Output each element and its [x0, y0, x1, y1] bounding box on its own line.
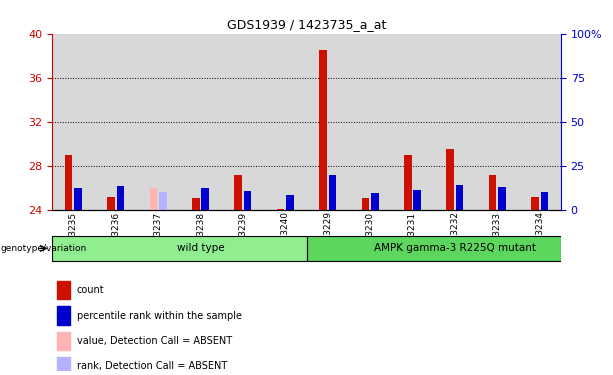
Bar	[52, 34, 94, 210]
Text: AMPK gamma-3 R225Q mutant: AMPK gamma-3 R225Q mutant	[374, 243, 536, 253]
Bar	[57, 332, 70, 350]
Bar	[498, 187, 506, 210]
Bar	[116, 186, 124, 210]
Text: rank, Detection Call = ABSENT: rank, Detection Call = ABSENT	[77, 361, 227, 371]
Bar	[455, 184, 463, 210]
Title: GDS1939 / 1423735_a_at: GDS1939 / 1423735_a_at	[227, 18, 386, 31]
Text: value, Detection Call = ABSENT: value, Detection Call = ABSENT	[77, 336, 232, 346]
Bar	[57, 357, 70, 375]
Bar	[404, 155, 412, 210]
Bar	[94, 34, 137, 210]
Bar	[201, 188, 209, 210]
Text: count: count	[77, 285, 104, 295]
Bar	[65, 155, 72, 210]
Bar	[371, 194, 379, 210]
Text: genotype/variation: genotype/variation	[1, 244, 87, 253]
Bar	[74, 188, 82, 210]
Bar	[57, 281, 70, 299]
Bar	[476, 34, 519, 210]
Bar	[413, 190, 421, 210]
Bar	[107, 197, 115, 210]
Bar	[329, 175, 336, 210]
Bar	[264, 34, 306, 210]
Bar	[349, 34, 391, 210]
Bar	[286, 195, 294, 210]
Bar	[159, 192, 167, 210]
Bar	[519, 34, 561, 210]
Text: wild type: wild type	[177, 243, 224, 253]
Bar	[137, 34, 180, 210]
Bar	[541, 192, 548, 210]
Bar	[222, 34, 264, 210]
Bar	[531, 197, 539, 210]
Bar	[244, 191, 251, 210]
Bar	[306, 34, 349, 210]
Bar	[489, 175, 497, 210]
Bar	[446, 149, 454, 210]
Bar	[362, 198, 369, 210]
FancyBboxPatch shape	[52, 236, 306, 261]
Bar	[179, 34, 222, 210]
Bar	[277, 209, 284, 210]
Bar	[192, 198, 200, 210]
Text: percentile rank within the sample: percentile rank within the sample	[77, 310, 242, 321]
Bar	[234, 175, 242, 210]
FancyBboxPatch shape	[306, 236, 561, 261]
Bar	[434, 34, 476, 210]
Bar	[319, 50, 327, 210]
Bar	[391, 34, 433, 210]
Bar	[57, 306, 70, 325]
Bar	[150, 188, 158, 210]
